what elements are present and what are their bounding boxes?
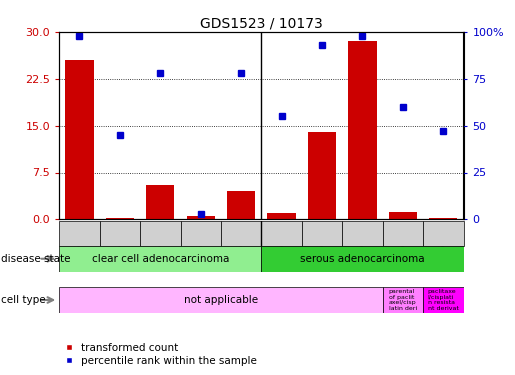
Bar	[100, 221, 140, 246]
Bar	[186, 216, 215, 219]
Bar	[342, 221, 383, 246]
Bar	[59, 287, 383, 313]
Bar	[308, 132, 336, 219]
Bar	[261, 246, 464, 272]
Bar	[146, 185, 175, 219]
Bar	[221, 221, 261, 246]
Bar	[429, 217, 457, 219]
Bar	[423, 221, 464, 246]
Legend: transformed count, percentile rank within the sample: transformed count, percentile rank withi…	[64, 343, 257, 366]
Text: parental
of paclit
axel/cisp
latin deri: parental of paclit axel/cisp latin deri	[389, 290, 417, 310]
Text: disease state: disease state	[1, 254, 71, 264]
Bar	[389, 212, 417, 219]
Text: cell type: cell type	[1, 295, 46, 305]
Text: clear cell adenocarcinoma: clear cell adenocarcinoma	[92, 254, 229, 264]
Bar	[65, 60, 94, 219]
Text: paclitaxe
l/cisplati
n resista
nt derivat: paclitaxe l/cisplati n resista nt deriva…	[428, 290, 459, 310]
Bar	[423, 287, 464, 313]
Bar	[180, 221, 221, 246]
Bar	[383, 287, 423, 313]
Bar	[227, 191, 255, 219]
Text: not applicable: not applicable	[184, 295, 258, 305]
Bar	[140, 221, 180, 246]
Bar	[348, 41, 376, 219]
Bar	[267, 213, 296, 219]
Bar	[261, 221, 302, 246]
Title: GDS1523 / 10173: GDS1523 / 10173	[200, 17, 323, 31]
Bar	[59, 221, 100, 246]
Bar	[383, 221, 423, 246]
Text: serous adenocarcinoma: serous adenocarcinoma	[300, 254, 425, 264]
Bar	[106, 218, 134, 219]
Bar	[302, 221, 342, 246]
Bar	[59, 246, 261, 272]
